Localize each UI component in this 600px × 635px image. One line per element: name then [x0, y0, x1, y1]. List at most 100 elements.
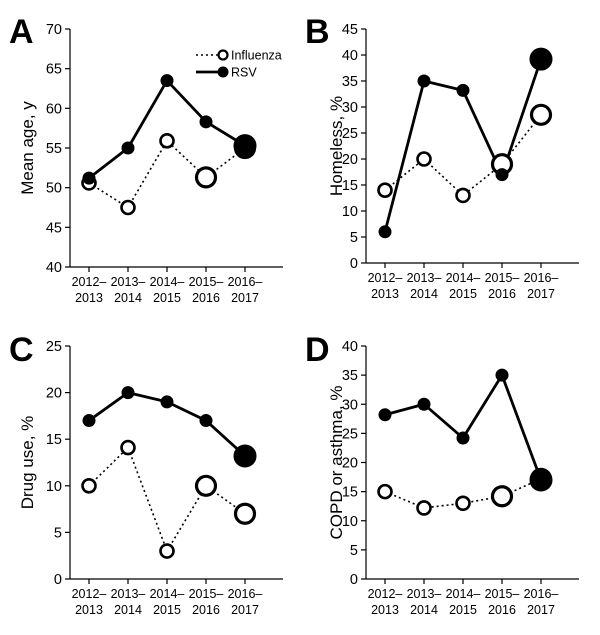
rsv-line — [384, 373, 543, 481]
x-tick-label: 2015– 2016 — [485, 587, 520, 617]
y-tick-label: 40 — [342, 339, 358, 355]
influenza-line — [88, 446, 246, 552]
influenza-point — [416, 500, 432, 516]
influenza-point — [120, 199, 136, 216]
y-axis-title: Homeless, % — [327, 96, 346, 196]
rsv-point — [160, 74, 174, 88]
y-tick-label: 65 — [46, 62, 62, 78]
y-tick-label: 40 — [342, 48, 358, 64]
y-tick-label: 10 — [46, 479, 62, 495]
x-tick-label: 2013– 2014 — [111, 275, 146, 305]
rsv-point — [233, 444, 257, 468]
rsv-point — [417, 74, 431, 88]
influenza-point — [455, 495, 471, 512]
influenza-point — [120, 439, 136, 456]
legend-rsv-marker — [217, 66, 229, 78]
y-axis-title: COPD or asthma, % — [327, 386, 346, 540]
legend-rsv-label: RSV — [231, 66, 257, 80]
rsv-point — [199, 115, 213, 129]
x-tick-label: 2012– 2013 — [72, 275, 107, 305]
influenza-point — [159, 133, 175, 149]
influenza-point — [490, 485, 514, 508]
rsv-point — [233, 134, 257, 158]
y-tick-label: 30 — [342, 397, 358, 413]
y-tick-label: 15 — [342, 178, 358, 194]
rsv-point — [495, 168, 509, 182]
panel-letter: B — [305, 13, 330, 51]
x-tick-label: 2014– 2015 — [446, 587, 481, 617]
rsv-point — [529, 47, 553, 71]
y-tick-label: 45 — [342, 22, 358, 38]
rsv-point — [82, 171, 96, 185]
rsv-point — [121, 386, 135, 400]
y-tick-label: 35 — [342, 368, 358, 384]
influenza-point — [455, 187, 471, 204]
y-tick-label: 25 — [342, 426, 358, 442]
rsv-point — [378, 408, 392, 422]
y-tick-label: 50 — [46, 181, 62, 197]
influenza-point — [194, 166, 218, 189]
y-tick-label: 25 — [342, 126, 358, 142]
x-tick-label: 2013– 2014 — [407, 271, 442, 301]
legend-influenza-marker — [217, 49, 229, 61]
y-tick-label: 45 — [46, 220, 62, 236]
x-tick-label: 2015– 2016 — [189, 587, 224, 617]
y-tick-label: 20 — [342, 152, 358, 168]
influenza-point — [194, 474, 218, 497]
rsv-point — [82, 414, 96, 428]
y-tick-label: 0 — [54, 572, 62, 588]
x-tick-label: 2013– 2014 — [111, 587, 146, 617]
x-tick-label: 2015– 2016 — [485, 271, 520, 301]
y-tick-label: 20 — [342, 456, 358, 472]
y-tick-label: 60 — [46, 101, 62, 117]
influenza-point — [233, 502, 257, 525]
legend: Influenza RSV — [196, 49, 282, 80]
rsv-point — [456, 431, 470, 445]
legend-influenza-label: Influenza — [231, 49, 282, 63]
x-tick-label: 2014– 2015 — [150, 587, 185, 617]
rsv-point — [417, 397, 431, 411]
y-tick-label: 55 — [46, 141, 62, 157]
y-tick-label: 0 — [350, 572, 358, 588]
x-tick-label: 2015– 2016 — [189, 275, 224, 305]
influenza-point — [159, 543, 175, 559]
rsv-point — [121, 141, 135, 155]
influenza-point — [81, 477, 97, 494]
rsv-point — [529, 468, 553, 492]
y-tick-label: 35 — [342, 74, 358, 90]
y-tick-label: 10 — [342, 514, 358, 530]
x-tick-label: 2012– 2013 — [368, 587, 403, 617]
y-tick-label: 20 — [46, 386, 62, 402]
y-tick-label: 5 — [350, 230, 358, 246]
influenza-point — [377, 182, 393, 198]
x-tick-label: 2014– 2015 — [446, 271, 481, 301]
panel-letter: C — [9, 331, 34, 369]
y-tick-label: 0 — [350, 256, 358, 272]
x-tick-label: 2016– 2017 — [524, 271, 559, 301]
y-tick-label: 70 — [46, 22, 62, 38]
x-tick-label: 2016– 2017 — [228, 275, 263, 305]
x-tick-label: 2016– 2017 — [228, 587, 263, 617]
x-tick-label: 2012– 2013 — [368, 271, 403, 301]
y-tick-label: 30 — [342, 100, 358, 116]
influenza-point — [377, 483, 393, 500]
y-tick-label: 15 — [342, 485, 358, 501]
rsv-point — [378, 225, 392, 239]
rsv-line — [88, 79, 246, 180]
y-tick-label: 10 — [342, 204, 358, 220]
influenza-point — [529, 103, 553, 126]
x-tick-label: 2012– 2013 — [72, 587, 107, 617]
rsv-point — [456, 83, 470, 97]
y-tick-label: 15 — [46, 432, 62, 448]
y-axis-title: Drug use, % — [18, 416, 37, 510]
panel-letter: D — [305, 331, 330, 369]
x-tick-label: 2016– 2017 — [524, 587, 559, 617]
y-tick-label: 40 — [46, 260, 62, 276]
influenza-line — [88, 140, 246, 209]
rsv-point — [495, 368, 509, 382]
influenza-point — [416, 151, 432, 167]
